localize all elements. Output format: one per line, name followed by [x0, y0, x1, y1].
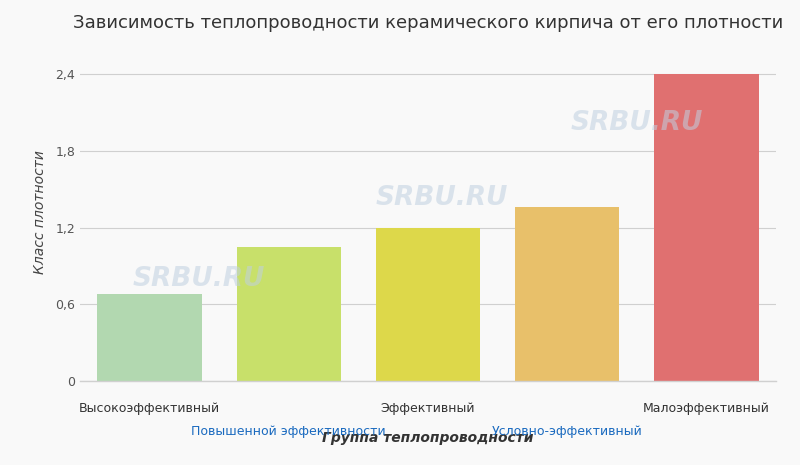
Bar: [237, 247, 341, 381]
X-axis label: Группа теплопроводности: Группа теплопроводности: [322, 431, 534, 445]
Bar: [515, 207, 619, 381]
Text: SRBU.RU: SRBU.RU: [132, 266, 265, 292]
Text: Условно-эффективный: Условно-эффективный: [492, 425, 642, 438]
Text: Малоэффективный: Малоэффективный: [643, 402, 770, 415]
Text: Эффективный: Эффективный: [381, 402, 475, 415]
Text: Повышенной эффективности: Повышенной эффективности: [191, 425, 386, 438]
Bar: [376, 227, 480, 381]
Text: Высокоэффективный: Высокоэффективный: [79, 402, 220, 415]
Text: SRBU.RU: SRBU.RU: [376, 185, 508, 211]
Title: Зависимость теплопроводности керамического кирпича от его плотности: Зависимость теплопроводности керамическо…: [73, 14, 783, 32]
Bar: [98, 294, 202, 381]
Bar: [654, 74, 758, 381]
Text: SRBU.RU: SRBU.RU: [570, 110, 703, 136]
Y-axis label: Класс плотности: Класс плотности: [33, 150, 47, 273]
